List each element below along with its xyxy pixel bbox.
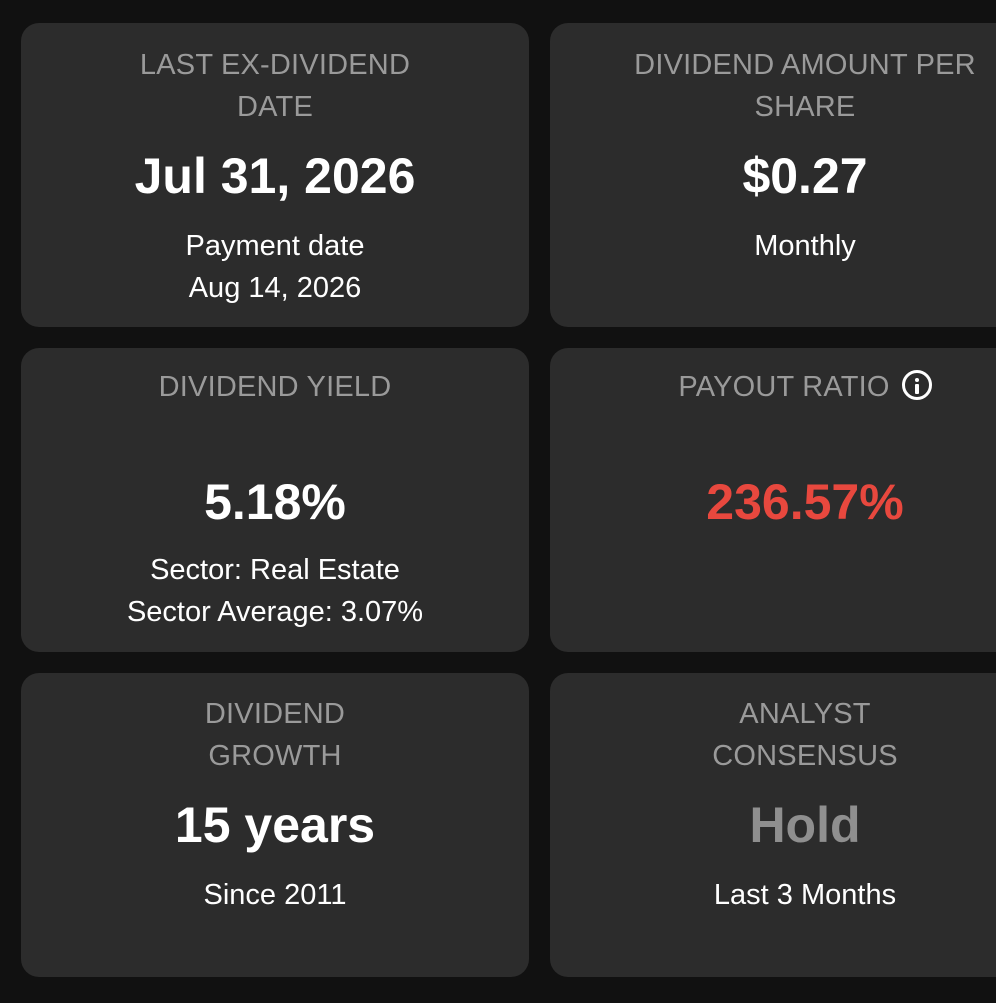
analyst-consensus-label-line1: ANALYST <box>739 698 871 730</box>
ex-dividend-card[interactable]: LAST EX-DIVIDEND DATE Jul 31, 2026 Payme… <box>21 23 529 327</box>
ex-dividend-label-line1: LAST EX-DIVIDEND <box>139 49 411 81</box>
analyst-consensus-value: Hold <box>749 797 861 853</box>
payment-date-value: Aug 14, 2026 <box>188 272 362 304</box>
analyst-consensus-label-line2: CONSENSUS <box>712 740 898 772</box>
ex-dividend-label-line2: DATE <box>237 91 313 123</box>
payout-ratio-label-row: PAYOUT RATIO <box>550 366 996 408</box>
analyst-consensus-period: Last 3 Months <box>713 879 897 911</box>
ex-dividend-date-value: Jul 31, 2026 <box>134 148 416 204</box>
dividend-growth-value: 15 years <box>174 797 376 853</box>
payout-ratio-card[interactable]: PAYOUT RATIO 236.57% <box>550 348 996 652</box>
info-icon[interactable] <box>901 370 932 400</box>
payout-ratio-label: PAYOUT RATIO <box>678 371 890 403</box>
dividend-yield-value: 5.18% <box>204 474 346 530</box>
dividend-growth-label-line2: GROWTH <box>208 740 342 772</box>
dividend-frequency: Monthly <box>754 230 856 262</box>
sector-average: Sector Average: 3.07% <box>126 596 424 628</box>
dividend-growth-since: Since 2011 <box>203 879 347 911</box>
dividend-growth-card[interactable]: DIVIDEND GROWTH 15 years Since 2011 <box>21 673 529 977</box>
dividend-growth-label-line1: DIVIDEND <box>204 698 346 730</box>
dividend-amount-label-line2: SHARE <box>754 91 856 123</box>
dividend-yield-label: DIVIDEND YIELD <box>158 371 392 403</box>
dividend-amount-card[interactable]: DIVIDEND AMOUNT PER SHARE $0.27 Monthly <box>550 23 996 327</box>
dividend-amount-label-line1: DIVIDEND AMOUNT PER <box>634 49 976 81</box>
sector-name: Sector: Real Estate <box>150 554 400 586</box>
analyst-consensus-card[interactable]: ANALYST CONSENSUS Hold Last 3 Months <box>550 673 996 977</box>
payment-date-label: Payment date <box>185 230 365 262</box>
dividend-amount-value: $0.27 <box>742 148 868 204</box>
payout-ratio-value: 236.57% <box>706 474 904 530</box>
dividend-yield-card[interactable]: DIVIDEND YIELD 5.18% Sector: Real Estate… <box>21 348 529 652</box>
